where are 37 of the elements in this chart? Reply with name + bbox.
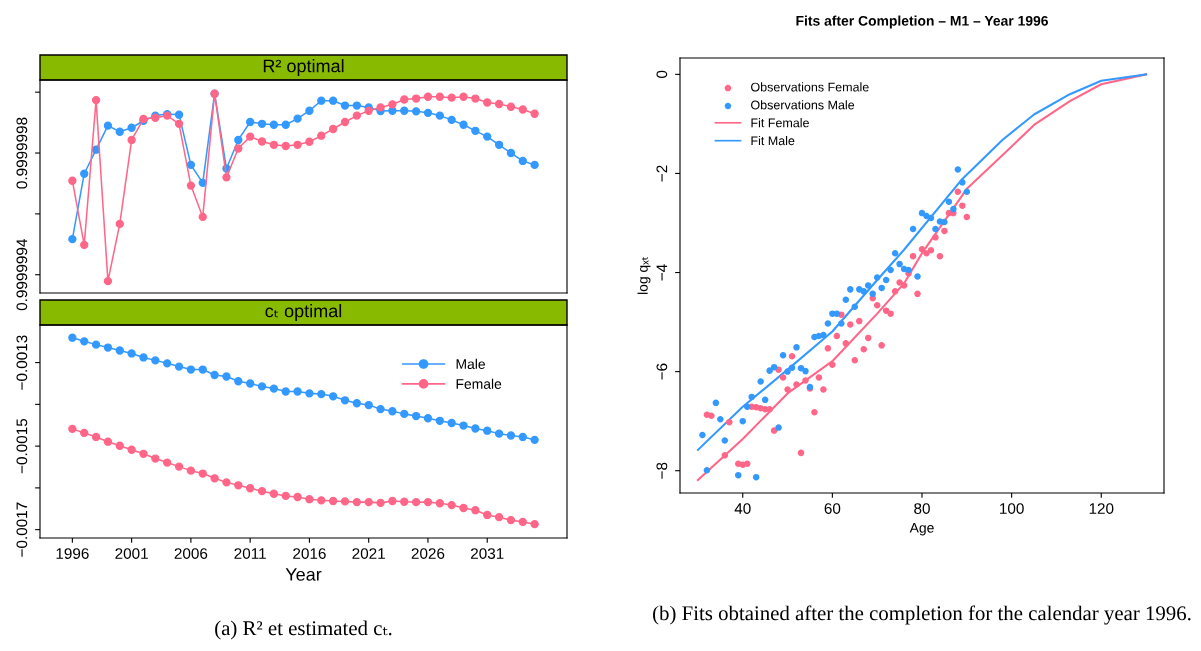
legend-label: Fit Male: [751, 136, 795, 146]
legend-label: Observations Female: [751, 82, 869, 92]
text: (a) R² et estimated cₜ.: [215, 620, 392, 640]
chart-title: cₜ optimal: [265, 304, 342, 321]
y-tick-label: −0.0015: [16, 418, 28, 474]
y-tick-label: −2: [656, 165, 668, 182]
x-axis-title: Year: [285, 568, 322, 581]
x-tick-label: 1996: [56, 548, 89, 559]
x-tick-label: 2026: [411, 548, 445, 559]
x-axis-title: Age: [909, 523, 934, 536]
chart-title: Fits after Completion – M1 – Year 1996: [796, 15, 1048, 29]
x-tick-label: 40: [734, 503, 751, 514]
legend-label: Male: [456, 358, 485, 369]
x-tick-label: 2011: [234, 548, 266, 559]
x-tick-label: 100: [1000, 503, 1024, 514]
y-tick-label: −4: [656, 264, 668, 281]
y-axis-title: log qₓₜ: [637, 256, 651, 294]
chart-title: R² optimal: [263, 59, 344, 76]
x-tick-label: 2021: [352, 548, 385, 559]
legend-label: Female: [456, 378, 502, 389]
y-tick-label: −8: [656, 462, 668, 479]
y-tick-label: 0: [656, 70, 668, 78]
y-tick-label: 0.9999998: [16, 117, 28, 189]
x-tick-label: 2031: [471, 548, 504, 559]
y-tick-label: −0.0017: [16, 502, 28, 557]
legend-label: Observations Male: [751, 100, 855, 110]
x-tick-label: 2006: [174, 548, 208, 559]
x-tick-label: 60: [824, 503, 841, 514]
legend-label: Fit Female: [751, 118, 809, 128]
y-tick-label: 0.9999994: [16, 239, 28, 311]
x-tick-label: 120: [1089, 503, 1114, 514]
y-tick-label: −0.0013: [16, 335, 28, 390]
x-tick-label: 2016: [293, 548, 326, 559]
text: (b) Fits obtained after the completion for the calendar year 1996.: [653, 605, 1191, 625]
x-tick-label: 2001: [115, 548, 148, 559]
x-tick-label: 80: [914, 503, 930, 514]
y-tick-label: −6: [656, 363, 668, 380]
